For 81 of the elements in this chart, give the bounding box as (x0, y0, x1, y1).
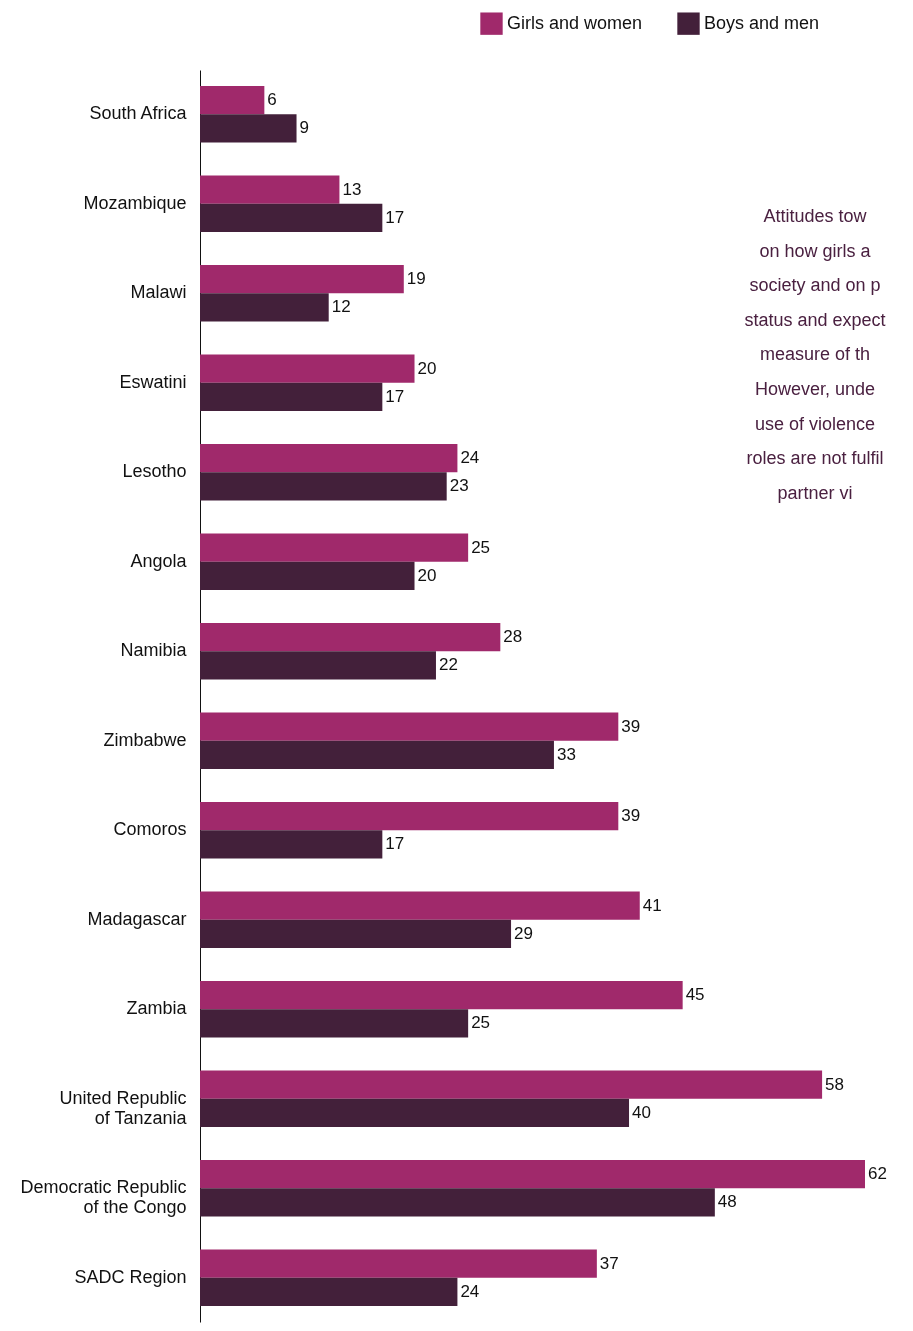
annotation: use of violence (754, 413, 876, 434)
data-label: 24 (460, 448, 480, 468)
annotation: society and on p (749, 275, 881, 296)
y-tick-label: Zambia (126, 998, 188, 1019)
data-label: 58 (825, 1074, 845, 1094)
bar (200, 293, 329, 322)
bar (200, 1098, 630, 1127)
data-label: 41 (642, 895, 662, 915)
data-label: 17 (385, 386, 405, 406)
y-tick-label: Malawi (130, 282, 187, 303)
bar (200, 444, 458, 473)
bar (200, 1249, 597, 1278)
bar (200, 1009, 469, 1038)
data-label: 17 (385, 207, 405, 227)
bar (200, 712, 619, 741)
data-label: 25 (471, 537, 491, 557)
data-label: 37 (599, 1253, 619, 1273)
y-tick-label: Comoros (113, 819, 187, 840)
bar (200, 1070, 823, 1099)
bar (200, 533, 469, 562)
bar (200, 472, 447, 501)
data-label: 40 (632, 1102, 651, 1122)
data-label: 22 (438, 655, 458, 675)
bar (200, 1160, 865, 1189)
annotation: on how girls a (759, 240, 872, 261)
data-label: 19 (406, 269, 426, 289)
data-label: 23 (449, 476, 469, 496)
y-tick-label: Madagascar (87, 908, 187, 929)
legend-label: Girls and women (507, 12, 643, 33)
legend-label: Boys and men (704, 12, 820, 33)
annotation: partner vi (777, 482, 853, 503)
bar (200, 265, 404, 294)
bar (200, 919, 512, 948)
data-label: 39 (621, 806, 641, 826)
data-label: 17 (385, 834, 405, 854)
bar (200, 740, 554, 769)
data-label: 33 (556, 744, 576, 764)
bar (200, 1277, 458, 1306)
annotation: measure of th (759, 344, 871, 365)
bar (200, 651, 436, 680)
y-tick-label: Mozambique (83, 192, 187, 213)
bar (200, 1188, 715, 1217)
annotation: status and expect (744, 309, 886, 330)
bar (200, 830, 383, 859)
annotation: Attitudes tow (763, 206, 868, 226)
data-label: 45 (685, 985, 705, 1005)
y-tick-label: South Africa (89, 103, 188, 124)
data-label: 48 (717, 1192, 737, 1212)
data-label: 29 (514, 923, 533, 943)
bar (200, 382, 383, 411)
bar (200, 203, 383, 232)
bar (200, 86, 265, 115)
y-tick-label: SADC Region (74, 1266, 187, 1287)
y-tick-label: Angola (130, 550, 188, 571)
data-label: 24 (460, 1281, 480, 1301)
data-label: 13 (342, 179, 362, 199)
bar (200, 891, 640, 920)
bar (200, 623, 501, 652)
bar (200, 175, 340, 204)
y-tick-label: United Republic of Tanzania (59, 1087, 188, 1128)
y-tick-label: Zimbabwe (103, 729, 187, 750)
bar (200, 802, 619, 831)
data-label: 25 (471, 1013, 491, 1033)
y-tick-label: Namibia (120, 640, 188, 661)
data-label: 6 (267, 90, 277, 110)
bar (200, 114, 297, 143)
bar (200, 981, 683, 1010)
bar (200, 354, 415, 383)
data-label: 9 (299, 118, 309, 138)
data-label: 39 (621, 716, 641, 736)
data-label: 62 (868, 1164, 887, 1184)
data-label: 20 (417, 358, 437, 378)
y-tick-label: Eswatini (119, 371, 187, 392)
bar (200, 561, 415, 590)
data-label: 12 (331, 297, 351, 317)
annotation: roles are not fulfil (746, 448, 884, 469)
y-tick-label: Lesotho (122, 461, 187, 482)
data-label: 20 (417, 565, 437, 585)
y-tick-label: Democratic Republic of the Congo (20, 1177, 187, 1218)
annotation: However, unde (754, 379, 876, 399)
data-label: 28 (503, 627, 523, 647)
